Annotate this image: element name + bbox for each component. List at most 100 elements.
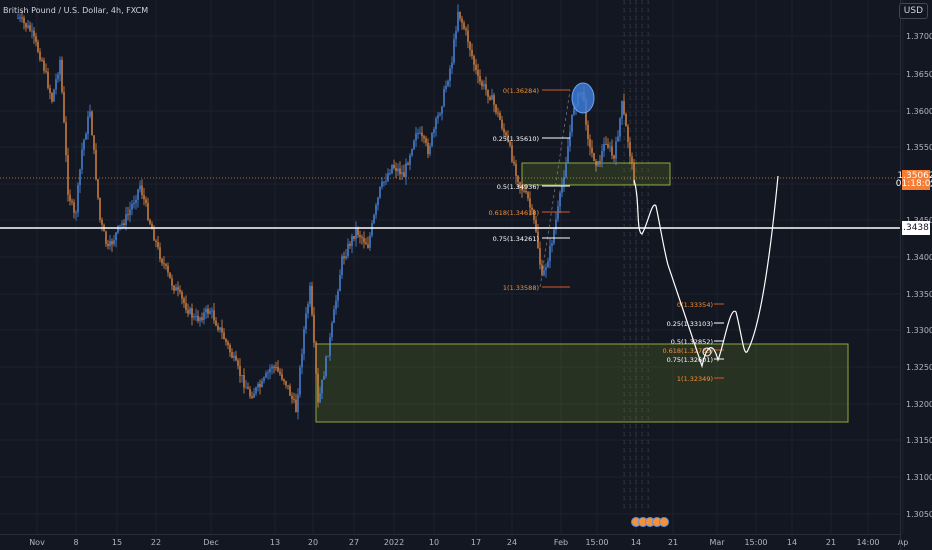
current-price-value: 1.35062	[897, 171, 932, 181]
time-tick-label: 20	[308, 538, 318, 547]
candle-body	[609, 146, 611, 148]
candle-body	[459, 11, 461, 19]
candle-body	[17, 17, 19, 19]
candle-body	[237, 360, 239, 366]
candle-body	[477, 69, 479, 76]
candle-body	[83, 139, 85, 150]
session-marker: 1 1 1 1 1	[622, 480, 649, 486]
session-marker: 1 1 1 1 1	[622, 128, 649, 134]
currency-badge[interactable]: USD	[898, 3, 928, 19]
candle-body	[187, 310, 189, 314]
candle-body	[529, 198, 531, 208]
candle-body	[403, 172, 405, 178]
candle-body	[79, 169, 81, 186]
candle-body	[75, 212, 77, 214]
candle-body	[623, 101, 625, 115]
candle-body	[203, 312, 205, 320]
candle-body	[597, 161, 599, 166]
time-tick-label: 14:00	[856, 538, 879, 547]
candle-body	[421, 132, 423, 137]
candle-body	[211, 310, 213, 312]
session-marker: 1 1 1 1 1	[622, 384, 649, 390]
candle-body	[277, 367, 279, 372]
candle-body	[561, 184, 563, 193]
fib-upper-level-label: 0.618(1.34618)	[488, 209, 539, 217]
candle-body	[513, 161, 515, 164]
candle-body	[533, 210, 535, 220]
candle-body	[89, 111, 91, 117]
candle-body	[443, 89, 445, 107]
projection-path[interactable]	[633, 175, 779, 369]
candle-body	[357, 228, 359, 236]
time-tick-label: 2022	[384, 538, 404, 547]
event-icon[interactable]	[659, 517, 669, 527]
candle-body	[129, 209, 131, 215]
candle-body	[471, 49, 473, 57]
session-marker: 1 1 1 1 1	[622, 200, 649, 206]
candle-body	[567, 146, 569, 164]
candle-body	[249, 388, 251, 397]
candle-body	[99, 197, 101, 220]
candle-body	[309, 285, 311, 305]
candle-body	[303, 329, 305, 355]
candle-body	[197, 315, 199, 321]
session-marker: 1 1 1 1 1	[622, 112, 649, 118]
session-marker: 1 1 1 1 1	[622, 240, 649, 246]
demand-zone[interactable]	[315, 343, 849, 423]
candle-body	[61, 59, 63, 93]
candle-body	[469, 42, 471, 50]
candle-body	[327, 355, 329, 357]
candle-body	[279, 371, 281, 375]
candle-body	[143, 195, 145, 200]
candle-body	[559, 192, 561, 207]
candle-body	[621, 101, 623, 119]
session-marker: 1 1 1 1 1	[622, 336, 649, 342]
candle-body	[589, 139, 591, 148]
candle-body	[537, 231, 539, 249]
candle-body	[455, 30, 457, 40]
candle-body	[191, 308, 193, 318]
candle-body	[23, 17, 25, 24]
session-marker: 1 1 1 1 1	[622, 104, 649, 110]
current-price-tag: 1.35062 01:18:05	[896, 170, 932, 190]
candle-body	[595, 160, 597, 166]
candle-body	[133, 202, 135, 205]
candle-body	[631, 156, 633, 163]
candle-body	[299, 367, 301, 395]
candle-body	[415, 133, 417, 141]
fib-target-marker	[702, 347, 712, 357]
session-marker: 1 1 1 1 1	[622, 352, 649, 358]
candle-body	[439, 113, 441, 116]
session-marker: 1 1 1 1 1	[622, 80, 649, 86]
session-marker: 1 1 1 1 1	[622, 72, 649, 78]
price-tick-label: 1.34000	[906, 253, 932, 262]
candle-body	[123, 223, 125, 226]
symbol-title[interactable]: British Pound / U.S. Dollar, 4h, FXCM	[3, 6, 149, 15]
candle-body	[313, 314, 315, 343]
price-tick-label: 1.32500	[906, 363, 932, 372]
candle-body	[461, 18, 463, 23]
price-tick-label: 1.34500	[906, 216, 932, 225]
time-axis-border	[0, 534, 900, 535]
price-tick-label: 1.30500	[906, 510, 932, 519]
candle-body	[397, 168, 399, 172]
candle-body	[169, 272, 171, 279]
candle-body	[507, 135, 509, 142]
session-marker: 1 1 1 1 1	[622, 360, 649, 366]
candle-body	[219, 327, 221, 330]
candle-body	[355, 228, 357, 239]
candle-body	[571, 114, 573, 133]
candle-body	[193, 316, 195, 318]
candle-body	[389, 173, 391, 175]
candle-body	[293, 399, 295, 401]
candle-body	[27, 25, 29, 28]
candle-body	[247, 387, 249, 389]
candle-body	[139, 185, 141, 190]
candle-body	[263, 377, 265, 381]
candle-body	[93, 135, 95, 150]
candle-body	[209, 311, 211, 314]
time-tick-label: 15:00	[585, 538, 608, 547]
highlight-circle[interactable]	[571, 82, 595, 114]
session-marker: 1 1 1 1 1	[622, 344, 649, 350]
